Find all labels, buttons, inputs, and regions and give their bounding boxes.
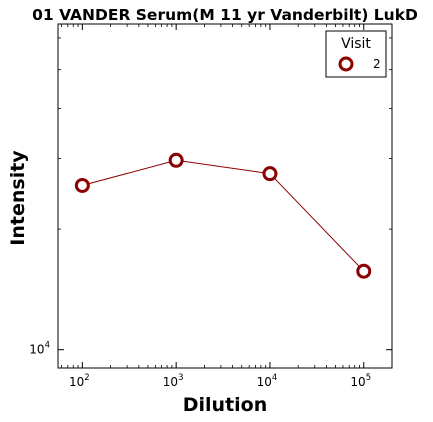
legend-title: Visit xyxy=(341,36,371,52)
data-point xyxy=(168,152,184,168)
y-axis-ticks: 104 xyxy=(29,37,392,369)
data-point xyxy=(356,263,372,279)
legend: Visit 2 xyxy=(325,30,387,78)
legend-box xyxy=(325,30,387,78)
data-point xyxy=(262,166,278,182)
x-tick-label: 103 xyxy=(163,373,184,389)
legend-label-series-2: 2 xyxy=(373,57,381,71)
x-tick-label: 104 xyxy=(257,373,278,389)
y-tick-label: 104 xyxy=(29,341,50,357)
x-tick-label: 102 xyxy=(69,373,90,389)
y-axis-label: Intensity xyxy=(7,150,29,246)
series-line-2 xyxy=(82,159,365,272)
x-tick-label: 105 xyxy=(350,373,371,389)
x-axis-label: Dilution xyxy=(183,394,268,416)
series-layer xyxy=(74,152,372,279)
x-axis-ticks: 102 103 104 105 xyxy=(61,24,393,389)
chart-title: 01 VANDER Serum(M 11 yr Vanderbilt) LukD xyxy=(32,6,418,24)
data-point xyxy=(74,177,90,193)
plot-area xyxy=(57,23,393,369)
legend-marker-series-2 xyxy=(338,56,354,72)
